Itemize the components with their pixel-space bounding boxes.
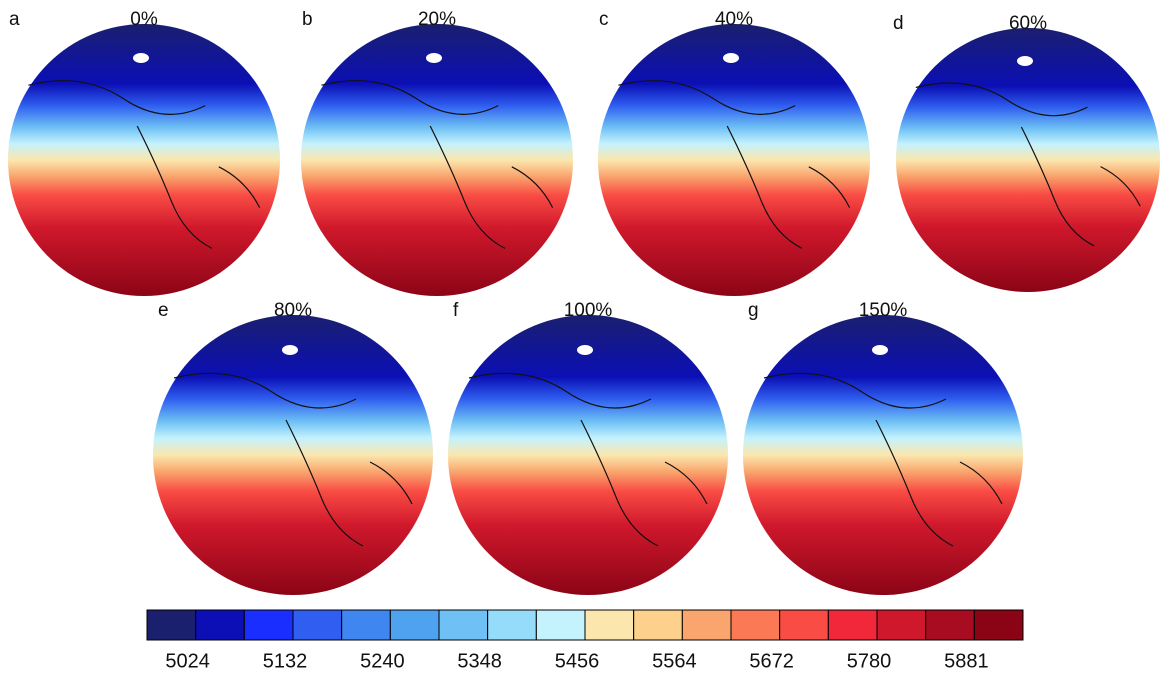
colorbar-box [342, 610, 391, 640]
panel: d 60% [893, 13, 1160, 292]
panel: b 20% [301, 9, 573, 296]
pole-spot [1017, 56, 1033, 66]
pole-spot [282, 345, 298, 355]
panels: a 0% b 20% c 40% d 60% e 80% f 100% g 150% [8, 9, 1160, 595]
panel-letter: a [9, 9, 20, 30]
colorbar-tick-label: 5024 [165, 650, 210, 672]
pole-spot [723, 53, 739, 63]
globe [598, 24, 870, 296]
panel-letter: c [599, 9, 609, 30]
colorbar-box [585, 610, 634, 640]
colorbar-tick-label: 5348 [457, 650, 502, 672]
colorbar-box [244, 610, 293, 640]
pole-spot [577, 345, 593, 355]
panel-title: 150% [859, 300, 908, 321]
panel-letter: d [893, 13, 904, 34]
figure: a 0% b 20% c 40% d 60% e 80% f 100% g 150% 5024 5132 52… [0, 0, 1161, 676]
pole-spot [133, 53, 149, 63]
colorbar-tick-label: 5881 [944, 650, 989, 672]
colorbar-box [780, 610, 829, 640]
colorbar-box [731, 610, 780, 640]
pole-spot [872, 345, 888, 355]
colorbar-box [488, 610, 537, 640]
panel: e 80% [153, 300, 433, 595]
colorbar-box [634, 610, 683, 640]
panel-title: 20% [418, 9, 456, 30]
colorbar-box [877, 610, 926, 640]
colorbar-tick-label: 5672 [749, 650, 794, 672]
panel-title: 100% [564, 300, 613, 321]
colorbar-box [828, 610, 877, 640]
panel-letter: b [302, 9, 313, 30]
panel-title: 80% [274, 300, 312, 321]
panel-title: 60% [1009, 13, 1047, 34]
colorbar-tick-label: 5780 [847, 650, 892, 672]
globe [301, 24, 573, 296]
panel-letter: e [158, 300, 169, 321]
colorbar-box [974, 610, 1023, 640]
panel-letter: g [748, 300, 759, 321]
colorbar: 5024 5132 5240 5348 5456 5564 5672 5780 5881 [147, 610, 1023, 672]
globe [743, 315, 1023, 595]
panel: g 150% [743, 300, 1023, 595]
colorbar-tick-label: 5132 [263, 650, 308, 672]
panel-title: 0% [130, 9, 158, 30]
panel-letter: f [453, 300, 459, 321]
colorbar-tick-label: 5456 [555, 650, 600, 672]
panel: a 0% [8, 9, 280, 296]
globe [8, 24, 280, 296]
panel: f 100% [448, 300, 728, 595]
globe [153, 315, 433, 595]
colorbar-box [682, 610, 731, 640]
panel: c 40% [598, 9, 870, 296]
globe [448, 315, 728, 595]
pole-spot [426, 53, 442, 63]
colorbar-box [536, 610, 585, 640]
colorbar-tick-label: 5564 [652, 650, 697, 672]
panel-title: 40% [715, 9, 753, 30]
colorbar-box [196, 610, 245, 640]
colorbar-box [926, 610, 975, 640]
colorbar-box [439, 610, 488, 640]
colorbar-tick-label: 5240 [360, 650, 405, 672]
globe [896, 28, 1160, 292]
colorbar-box [390, 610, 439, 640]
colorbar-box [293, 610, 342, 640]
colorbar-box [147, 610, 196, 640]
